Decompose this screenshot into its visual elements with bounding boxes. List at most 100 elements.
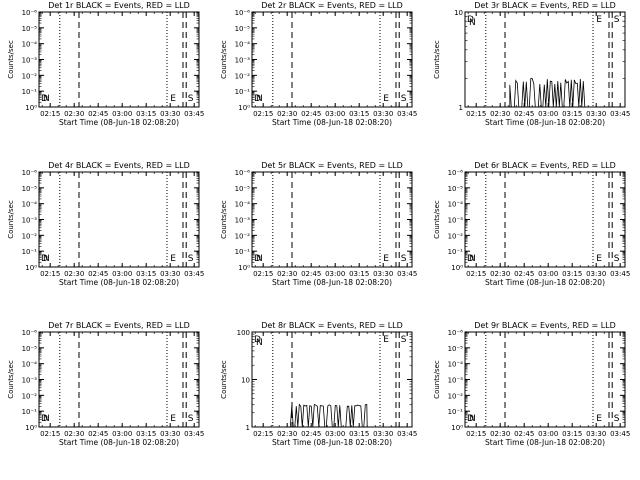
y-tick-label: 10⁻⁶ [448, 329, 464, 337]
y-tick-label: 10⁻¹ [22, 408, 38, 416]
x-tick-label: 03:15 [562, 270, 582, 278]
event-marker-label: N [43, 414, 50, 424]
event-marker-label: S [188, 414, 194, 424]
event-marker-label: D [254, 335, 261, 345]
event-marker-label: D [41, 94, 48, 104]
event-marker-label: D [467, 414, 474, 424]
x-tick-label: 03:45 [184, 270, 204, 278]
panel-det-4r: Det 4r BLACK = Events, RED = LLD 02:15 02:… [7, 161, 204, 287]
y-tick-label: 10⁻² [448, 392, 464, 400]
x-tick-label: 03:45 [610, 270, 630, 278]
y-tick-label: 10⁻¹ [448, 248, 464, 256]
plot-frame [38, 171, 200, 268]
x-tick-label: 02:30 [277, 110, 297, 118]
event-marker-label: S [401, 254, 407, 264]
x-tick-label: 02:45 [88, 270, 108, 278]
panel-det-6r: Det 6r BLACK = Events, RED = LLD 02:15 02:… [433, 161, 630, 287]
x-axis-label: Start Time (08-Jun-18 02:08:20) [59, 118, 179, 127]
y-tick-label: 10⁻³ [22, 217, 38, 225]
y-tick-label: 10⁻³ [448, 377, 464, 385]
x-tick-label: 03:15 [349, 270, 369, 278]
x-tick-label: 02:30 [490, 270, 510, 278]
y-tick-label: 10⁻¹ [235, 88, 251, 96]
y-tick-label: 10⁻² [235, 72, 251, 80]
x-tick-label: 02:15 [40, 110, 60, 118]
y-tick-label: 10⁻⁵ [22, 185, 38, 193]
panel-det-5r: Det 5r BLACK = Events, RED = LLD 02:15 02:… [220, 161, 417, 287]
x-tick-label: 02:30 [277, 270, 297, 278]
event-marker-label: S [188, 94, 194, 104]
y-tick-label: 10 [454, 9, 463, 17]
panel-det-2r: Det 2r BLACK = Events, RED = LLD 02:15 02:… [220, 1, 417, 127]
x-tick-label: 03:45 [610, 430, 630, 438]
y-axis-label: Counts/sec [433, 360, 441, 399]
y-tick-label: 10⁻⁴ [235, 41, 251, 49]
event-marker-label: N [43, 94, 50, 104]
panel-title: Det 8r BLACK = Events, RED = LLD [261, 321, 403, 330]
y-tick-label: 10⁻² [448, 232, 464, 240]
x-tick-label: 02:30 [277, 430, 297, 438]
x-tick-label: 03:15 [349, 110, 369, 118]
event-marker-label: E [383, 335, 389, 345]
x-axis-label: Start Time (08-Jun-18 02:08:20) [59, 438, 179, 447]
y-axis-label: Counts/sec [220, 360, 228, 399]
panel-title: Det 6r BLACK = Events, RED = LLD [474, 161, 616, 170]
event-marker-label: E [596, 414, 602, 424]
y-axis-label: Counts/sec [7, 360, 15, 399]
y-tick-label: 10⁻⁵ [448, 345, 464, 353]
plot-frame [38, 11, 200, 108]
y-tick-label: 10⁻² [235, 232, 251, 240]
panel-det-8r: Det 8r BLACK = Events, RED = LLD 02:15 02:… [220, 321, 417, 447]
plot-frame [464, 331, 626, 428]
y-tick-label: 10⁻⁴ [235, 201, 251, 209]
panel-title: Det 5r BLACK = Events, RED = LLD [261, 161, 403, 170]
panel-title: Det 1r BLACK = Events, RED = LLD [48, 1, 190, 10]
event-marker-label: S [401, 335, 407, 345]
y-tick-label: 10⁰ [25, 424, 37, 432]
x-tick-label: 03:30 [160, 270, 180, 278]
plot-frame [38, 331, 200, 428]
panel-title: Det 9r BLACK = Events, RED = LLD [474, 321, 616, 330]
y-tick-label: 10⁻¹ [22, 88, 38, 96]
event-marker-label: S [614, 15, 620, 25]
x-tick-label: 03:00 [538, 270, 558, 278]
event-marker-label: E [383, 94, 389, 104]
event-marker-label: N [256, 94, 263, 104]
x-tick-label: 02:15 [253, 270, 273, 278]
y-axis-label: Counts/sec [433, 40, 441, 79]
event-marker-label: E [596, 254, 602, 264]
y-tick-label: 1 [459, 104, 463, 112]
panel-title: Det 4r BLACK = Events, RED = LLD [48, 161, 190, 170]
x-tick-label: 03:30 [373, 110, 393, 118]
x-tick-label: 03:15 [136, 430, 156, 438]
x-axis-label: Start Time (08-Jun-18 02:08:20) [485, 278, 605, 287]
x-tick-label: 02:45 [301, 110, 321, 118]
x-axis-label: Start Time (08-Jun-18 02:08:20) [272, 118, 392, 127]
event-marker-label: D [41, 254, 48, 264]
event-marker-label: D [254, 94, 261, 104]
x-tick-label: 03:15 [136, 110, 156, 118]
y-axis-label: Counts/sec [220, 200, 228, 239]
x-tick-label: 03:30 [160, 110, 180, 118]
y-tick-label: 10⁻⁵ [22, 345, 38, 353]
y-tick-label: 10⁻² [22, 392, 38, 400]
y-tick-label: 10⁻³ [448, 217, 464, 225]
x-tick-label: 02:45 [514, 430, 534, 438]
event-marker-label: S [188, 254, 194, 264]
event-marker-label: D [467, 15, 474, 25]
event-marker-label: E [596, 15, 602, 25]
x-tick-label: 02:15 [253, 430, 273, 438]
x-tick-label: 03:30 [586, 110, 606, 118]
panel-det-1r: Det 1r BLACK = Events, RED = LLD 02:15 02:… [7, 1, 204, 127]
panel-det-3r: Det 3r BLACK = Events, RED = LLD 02:15 02:… [433, 1, 630, 127]
x-tick-label: 02:15 [466, 270, 486, 278]
y-tick-label: 10⁻³ [235, 217, 251, 225]
event-marker-label: N [43, 254, 50, 264]
plot-frame [464, 171, 626, 268]
y-tick-label: 10⁻⁶ [22, 329, 38, 337]
y-tick-label: 10⁻⁴ [448, 201, 464, 209]
event-marker-label: E [170, 94, 176, 104]
x-tick-label: 02:45 [88, 430, 108, 438]
y-tick-label: 10⁻⁶ [235, 9, 251, 17]
